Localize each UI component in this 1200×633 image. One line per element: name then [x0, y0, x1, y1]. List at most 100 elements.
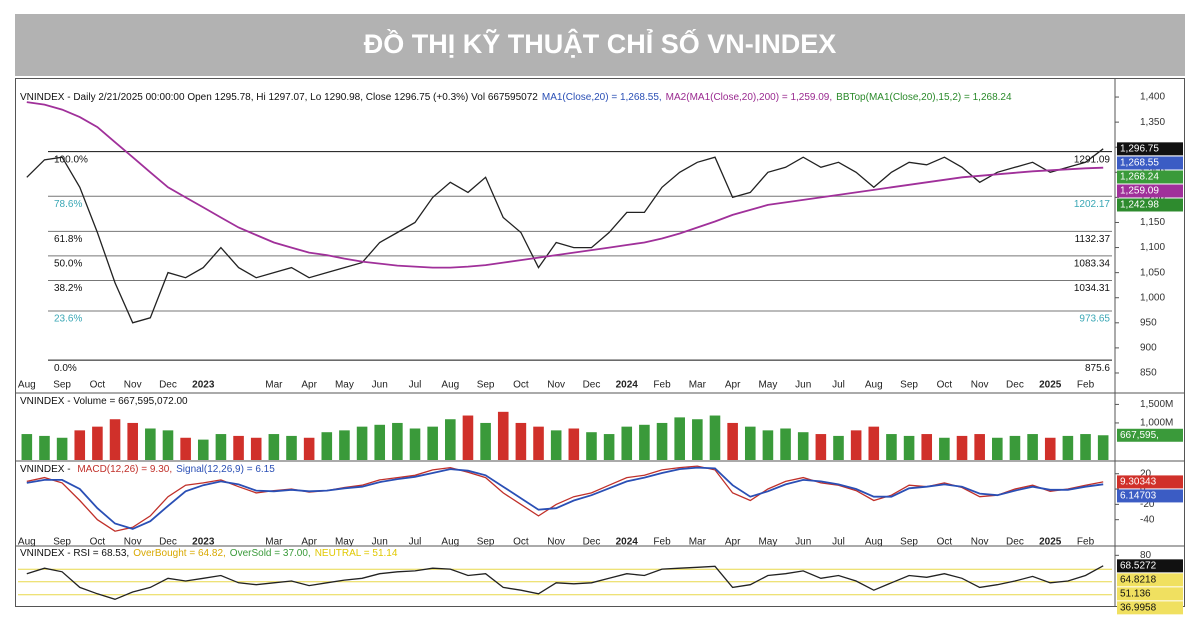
series-line	[26, 465, 1104, 532]
y-tick-label: 1,050	[1140, 267, 1165, 278]
x-tick-label: Mar	[689, 537, 707, 548]
volume-bar	[780, 428, 791, 460]
volume-bar	[639, 424, 650, 460]
value-tag-label: 667,595,	[1120, 430, 1159, 441]
y-tick-label: 20	[1140, 468, 1152, 479]
value-tag	[1117, 587, 1183, 601]
legend-part: VNINDEX - Daily 2/21/2025 00:00:00 Open …	[20, 92, 538, 103]
x-tick-label: Feb	[1077, 380, 1095, 391]
y-tick-label: 0	[1140, 484, 1146, 495]
x-tick-label: Apr	[301, 380, 317, 391]
value-tag	[1117, 601, 1183, 615]
x-tick-label: Oct	[513, 380, 529, 391]
legend-part: VNINDEX -	[20, 464, 73, 475]
volume-bar	[709, 415, 721, 460]
fib-pct: 78.6%	[54, 199, 82, 210]
legend-part: VNINDEX - RSI = 68.53,	[20, 548, 129, 559]
volume-bar	[268, 434, 280, 460]
x-tick-label: Oct	[90, 537, 106, 548]
x-tick-label: Apr	[301, 537, 317, 548]
x-tick-label: 2023	[192, 537, 215, 548]
volume-bar	[603, 434, 615, 460]
x-tick-label: Jun	[795, 537, 811, 548]
y-tick-label: 1,100	[1140, 242, 1165, 253]
volume-bar	[515, 422, 527, 460]
volume-bar	[744, 426, 756, 460]
value-tag-label: 1,296.75	[1120, 143, 1159, 154]
x-tick-label: Apr	[725, 537, 741, 548]
fib-value: 1034.31	[1074, 283, 1111, 294]
x-tick-label: Aug	[18, 537, 36, 548]
x-tick-label: May	[758, 380, 777, 391]
legend-part: MA1(Close,20) = 1,268.55,	[542, 92, 662, 103]
y-tick-label: 1,200	[1140, 192, 1165, 203]
value-tag-label: 36.9958	[1120, 602, 1157, 613]
volume-bar	[180, 437, 191, 460]
volume-bar	[727, 422, 738, 460]
y-tick-label: 1,000M	[1140, 418, 1173, 429]
y-tick-label: 1,350	[1140, 117, 1165, 128]
value-tag	[1117, 170, 1183, 184]
fib-pct: 0.0%	[54, 363, 77, 374]
volume-bar	[939, 437, 950, 460]
y-tick-label: 1,400	[1140, 92, 1165, 103]
volume-bar	[480, 422, 491, 460]
x-tick-label: Sep	[477, 380, 495, 391]
x-tick-label: Aug	[865, 380, 883, 391]
x-tick-label: Jul	[832, 380, 845, 391]
x-tick-label: Mar	[265, 380, 283, 391]
x-tick-label: 2025	[1039, 380, 1062, 391]
volume-bar	[850, 430, 862, 460]
y-tick-label: -40	[1140, 514, 1155, 525]
series-line	[26, 148, 1104, 324]
x-tick-label: Dec	[1006, 380, 1024, 391]
x-tick-label: Nov	[124, 380, 142, 391]
legend-part: OverBought = 64.82,	[133, 548, 226, 559]
volume-bar	[427, 426, 438, 460]
panel-legend: VNINDEX - RSI = 68.53, OverBought = 64.82…	[20, 548, 398, 559]
fib-value: 973.65	[1079, 314, 1110, 325]
legend-part: VNINDEX - Volume = 667,595,072.00	[20, 396, 188, 407]
legend-part: MACD(12,26) = 9.30,	[77, 464, 172, 475]
volume-bar	[1062, 435, 1074, 460]
volume-bar	[1027, 434, 1038, 460]
y-tick-label: 1,500M	[1140, 399, 1173, 410]
fib-value: 875.6	[1085, 363, 1110, 374]
volume-bar	[886, 434, 897, 460]
panel-legend: VNINDEX - MACD(12,26) = 9.30, Signal(12,2…	[20, 464, 275, 475]
x-tick-label: Nov	[547, 537, 565, 548]
volume-bar	[145, 428, 156, 460]
volume-bar	[162, 430, 174, 460]
y-tick-label: 1,000	[1140, 292, 1165, 303]
value-tag	[1117, 184, 1183, 198]
x-tick-label: Oct	[90, 380, 106, 391]
volume-bar	[74, 430, 86, 460]
value-tag-label: 1,242.98	[1120, 200, 1159, 211]
value-tag-label: 64.8218	[1120, 574, 1157, 585]
volume-bar	[303, 437, 315, 460]
x-tick-label: Sep	[477, 537, 495, 548]
volume-bar	[656, 422, 668, 460]
x-tick-label: Jun	[372, 380, 388, 391]
x-tick-label: 2024	[616, 537, 639, 548]
volume-bar	[374, 424, 386, 460]
volume-bar	[409, 428, 421, 460]
x-tick-label: Feb	[1077, 537, 1095, 548]
volume-bar	[462, 415, 474, 460]
x-tick-label: Aug	[441, 380, 459, 391]
y-tick-label: 900	[1140, 343, 1157, 354]
volume-bar	[621, 426, 633, 460]
y-tick-label: 1,150	[1140, 217, 1165, 228]
x-tick-label: May	[335, 537, 354, 548]
value-tag-label: 9.30343	[1120, 477, 1157, 488]
fib-value: 1132.37	[1075, 234, 1111, 245]
volume-bar	[1009, 435, 1021, 460]
fib-value: 1083.34	[1074, 259, 1111, 270]
value-tag-label: 1,268.55	[1120, 158, 1159, 169]
value-tag-label: 51.136	[1120, 588, 1151, 599]
value-tag-label: 1,259.09	[1120, 186, 1159, 197]
x-tick-label: Sep	[53, 537, 71, 548]
volume-bar	[392, 422, 403, 460]
x-tick-label: Nov	[971, 380, 989, 391]
